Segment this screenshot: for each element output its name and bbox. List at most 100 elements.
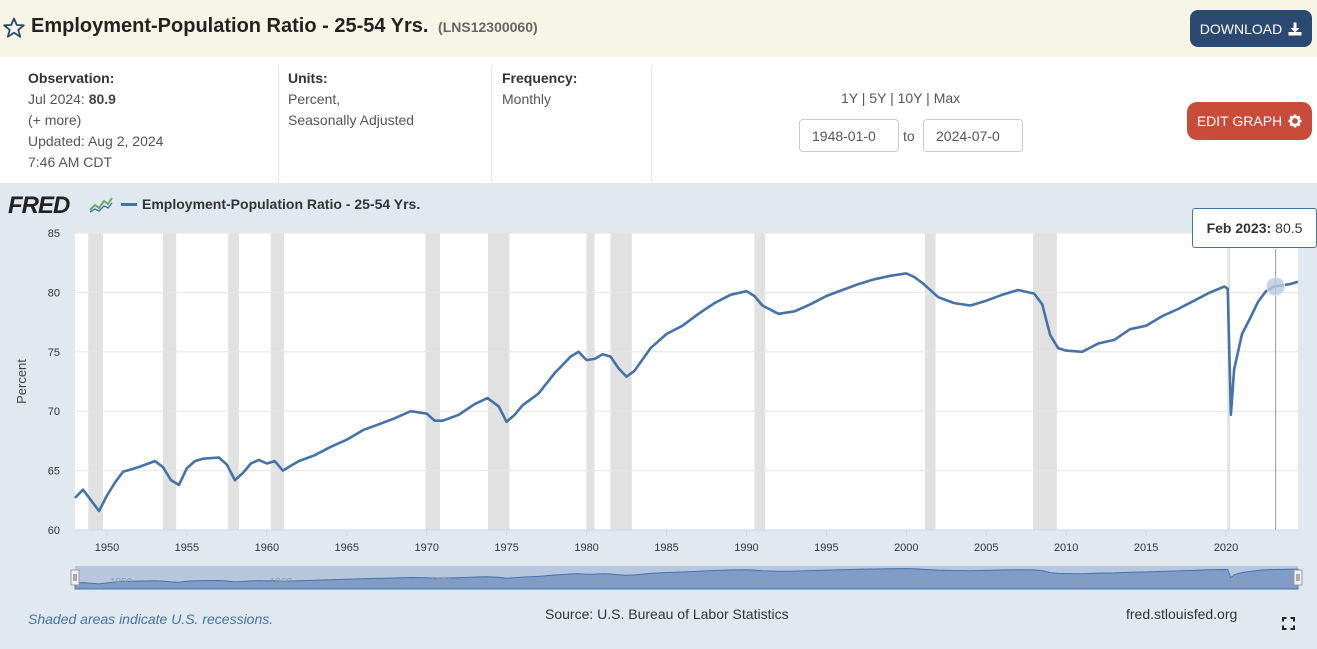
- navigator-tick-label: 2000: [909, 577, 932, 588]
- y-tick-label: 80: [48, 287, 60, 299]
- range-sep: |: [926, 90, 930, 106]
- recession-note: Shaded areas indicate U.S. recessions.: [28, 611, 274, 627]
- divider: [651, 66, 652, 182]
- x-tick-label: 2010: [1054, 542, 1078, 554]
- frequency-value: Monthly: [502, 91, 552, 107]
- navigator-tick-label: 1990: [749, 577, 772, 588]
- x-tick-label: 1965: [335, 542, 359, 554]
- observation-latest: Jul 2024: 80.9: [28, 89, 163, 110]
- navigator-series: [74, 568, 1299, 590]
- start-date-input[interactable]: 1948-01-0: [799, 119, 899, 152]
- gear-icon: [1288, 114, 1302, 128]
- star-outline-icon[interactable]: [2, 16, 26, 40]
- x-axis-ticks: 1950 1955 1960 1965 1970 1975 1980 1985 1990 1995…: [95, 530, 1238, 554]
- recession-shading: [88, 233, 1231, 530]
- range-5y[interactable]: 5Y: [869, 90, 887, 106]
- end-date-input[interactable]: 2024-07-0: [923, 119, 1023, 152]
- navigator-tick-label: 1980: [590, 577, 613, 588]
- recession-band: [1227, 233, 1231, 530]
- series-line[interactable]: [74, 272, 1299, 513]
- site-link[interactable]: fred.stlouisfed.org: [1126, 606, 1238, 622]
- download-icon: [1288, 22, 1302, 35]
- divider: [491, 66, 492, 182]
- fullscreen-icon[interactable]: [1282, 617, 1295, 630]
- x-tick-label: 1985: [654, 542, 678, 554]
- recession-band: [425, 233, 440, 530]
- x-tick-label: 1980: [574, 542, 598, 554]
- series-id: (LNS12300060): [438, 19, 538, 35]
- x-tick-label: 2015: [1134, 542, 1158, 554]
- more-link[interactable]: (+ more): [28, 112, 82, 128]
- updated-time: 7:46 AM CDT: [28, 154, 113, 170]
- plot-area: [75, 233, 1298, 530]
- x-tick-label: 1960: [255, 542, 279, 554]
- page-title: Employment-Population Ratio - 25-54 Yrs.…: [31, 15, 538, 38]
- navigator-tick-label: 1950: [110, 577, 133, 588]
- y-tick-label: 60: [48, 525, 60, 537]
- title-text: Employment-Population Ratio - 25-54 Yrs.: [31, 15, 429, 37]
- recession-band: [487, 233, 510, 530]
- edit-label: EDIT GRAPH: [1196, 113, 1283, 129]
- tooltip: Feb 2023: 80.5: [1192, 208, 1317, 248]
- units-line1: Percent,: [288, 91, 341, 107]
- range-buttons: 1Y | 5Y | 10Y | Max: [841, 90, 960, 106]
- source-text: Source: U.S. Bureau of Labor Statistics: [545, 606, 789, 622]
- recession-band: [228, 233, 239, 530]
- download-label: DOWNLOAD: [1199, 20, 1283, 37]
- x-tick-label: 1955: [175, 542, 199, 554]
- range-max[interactable]: Max: [933, 90, 961, 106]
- recession-band: [1032, 233, 1057, 530]
- recession-band: [88, 233, 103, 530]
- x-tick-label: 2020: [1214, 542, 1238, 554]
- recession-band: [586, 233, 595, 530]
- range-1y[interactable]: 1Y: [841, 90, 858, 106]
- navigator-handle[interactable]: [70, 569, 80, 586]
- y-tick-label: 85: [48, 228, 60, 240]
- legend-swatch: [121, 203, 137, 206]
- range-navigator[interactable]: 1950 1960 1970 1980 1990 2000 2010 2020: [70, 566, 1303, 590]
- recession-band: [610, 233, 632, 530]
- navigator-tick-label: 2020: [1229, 577, 1252, 588]
- frequency-block: Frequency: Monthly: [502, 68, 577, 110]
- gridlines: [75, 232, 1298, 531]
- observation-date: Jul 2024:: [28, 91, 85, 107]
- y-axis-ticks: 60 65 70 75 80 85: [48, 228, 60, 537]
- to-label: to: [903, 128, 915, 144]
- x-tick-label: 2005: [974, 542, 998, 554]
- units-block: Units: Percent, Seasonally Adjusted: [288, 68, 414, 131]
- header-bar: Employment-Population Ratio - 25-54 Yrs.…: [0, 0, 1317, 57]
- x-tick-label: 1975: [494, 542, 518, 554]
- navigator-handle[interactable]: [1293, 569, 1303, 586]
- mini-chart-icon: [89, 195, 113, 213]
- y-tick-label: 70: [48, 406, 60, 418]
- recession-band: [754, 233, 766, 530]
- y-axis-label: Percent: [14, 359, 29, 404]
- x-tick-label: 1990: [734, 542, 758, 554]
- recession-band: [270, 233, 285, 530]
- range-sep: |: [890, 90, 894, 106]
- fred-logo[interactable]: FRED: [8, 192, 70, 219]
- range-10y[interactable]: 10Y: [897, 90, 923, 106]
- frequency-label: Frequency:: [502, 70, 578, 86]
- x-tick-label: 1995: [814, 542, 838, 554]
- x-tick-label: 1970: [414, 542, 438, 554]
- download-button[interactable]: DOWNLOAD: [1190, 10, 1312, 47]
- y-tick-label: 65: [48, 466, 60, 478]
- recession-band: [925, 233, 936, 530]
- observation-block: Observation: Jul 2024: 80.9 (+ more) Upd…: [28, 68, 163, 173]
- updated-date: Updated: Aug 2, 2024: [28, 133, 164, 149]
- navigator-tick-label: 1960: [270, 577, 293, 588]
- tooltip-value: 80.5: [1275, 220, 1303, 236]
- divider: [278, 66, 279, 182]
- y-tick-label: 75: [48, 347, 60, 359]
- observation-value: 80.9: [88, 91, 116, 107]
- range-sep: |: [861, 90, 866, 106]
- legend-label: Employment-Population Ratio - 25-54 Yrs.: [142, 196, 421, 212]
- navigator-tick-label: 1970: [430, 577, 453, 588]
- navigator-tick-label: 2010: [1069, 577, 1092, 588]
- units-line2: Seasonally Adjusted: [288, 112, 415, 128]
- hover-marker: [1266, 276, 1286, 296]
- x-tick-label: 2000: [894, 542, 918, 554]
- edit-graph-button[interactable]: EDIT GRAPH: [1187, 102, 1312, 140]
